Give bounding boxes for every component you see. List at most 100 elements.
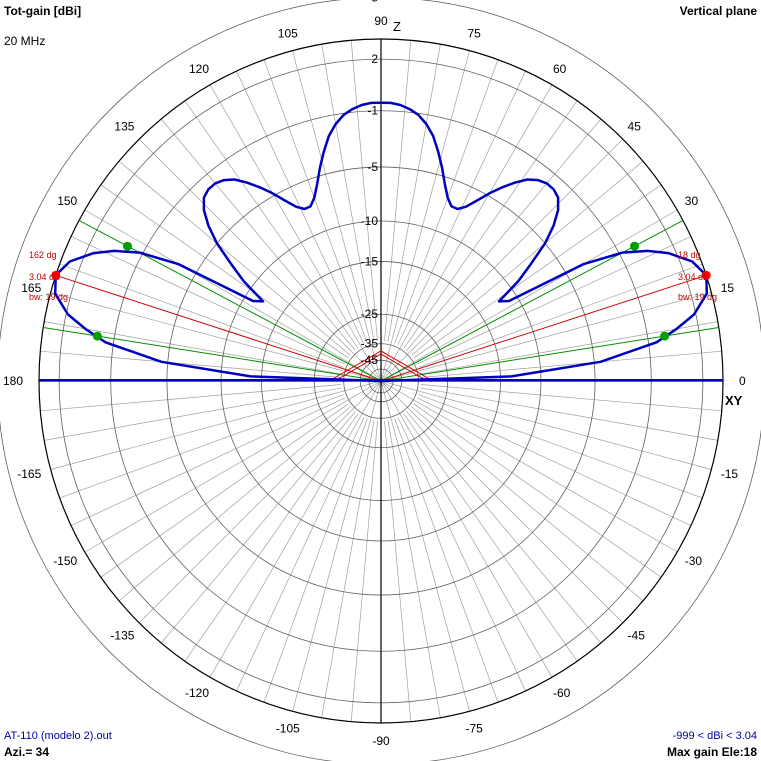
grid-spoke: [40, 384, 342, 412]
grid-spoke: [380, 138, 624, 382]
grid-spoke: [403, 100, 578, 349]
grid-spoke: [380, 84, 553, 382]
grid-spoke: [292, 50, 382, 382]
angle-tick-label: -150: [53, 554, 77, 568]
radial-tick-label: -15: [361, 254, 379, 268]
grid-spoke: [406, 411, 602, 644]
grid-spoke: [100, 403, 349, 578]
grid-spoke: [44, 321, 342, 375]
angle-tick-label: -165: [17, 467, 41, 481]
angle-tick-label: -75: [466, 722, 484, 736]
grid-spoke: [380, 292, 712, 382]
grid-spoke: [263, 59, 368, 344]
annotation-left: bw: 19 dg: [29, 292, 68, 302]
grid-spoke: [138, 138, 382, 382]
grid-spoke: [380, 50, 470, 382]
radial-tick-label: 5: [371, 0, 378, 5]
annotations: 18 dg 3.04 dB bw: 19 dg 162 dg 3.04 dB bw: 19…: [29, 250, 717, 302]
radial-tick-label: -5: [367, 160, 378, 174]
angle-tick-label: 105: [278, 26, 298, 40]
grid-spoke: [59, 263, 344, 368]
grid-spoke: [417, 397, 692, 526]
center-trace: [334, 353, 428, 382]
grid-spoke: [380, 380, 712, 470]
grid-spoke: [413, 403, 662, 578]
angle-tick-label: 45: [628, 119, 642, 133]
angle-tick-label: 0: [739, 374, 746, 388]
grid-spoke: [138, 380, 382, 624]
grid-spoke: [406, 118, 602, 351]
grid-spoke: [384, 420, 412, 722]
half-power-marker: [122, 241, 132, 251]
grid-spoke: [417, 236, 692, 365]
plane-label: Vertical plane: [679, 4, 757, 18]
radial-tick-label: -35: [361, 337, 379, 351]
angle-tick-label: 165: [21, 281, 41, 295]
grid-spoke: [160, 118, 356, 351]
grid-spoke: [84, 380, 382, 553]
grid-spoke: [387, 420, 441, 718]
center-trace: [328, 350, 434, 382]
grid-spoke: [380, 380, 553, 678]
grid-spoke: [413, 184, 662, 359]
grid-spoke: [380, 380, 624, 624]
half-power-marker: [92, 331, 102, 341]
annotation-right: 3.04 dB: [678, 272, 709, 282]
annotation-right: bw: 19 dg: [678, 292, 717, 302]
half-power-marker: [630, 241, 640, 251]
max-gain-line: [55, 274, 382, 382]
grid-spoke: [394, 59, 499, 344]
angle-tick-label: -15: [721, 467, 739, 481]
angle-tick-label: 75: [467, 26, 481, 40]
radial-tick-label: -25: [361, 307, 379, 321]
grid-spoke: [50, 380, 382, 470]
angle-tick-label: 180: [3, 374, 23, 388]
angle-tick-label: -60: [553, 686, 571, 700]
grid-spoke: [209, 380, 382, 678]
grid-spoke: [387, 44, 441, 342]
grid-spoke: [50, 292, 382, 382]
angle-tick-label: -45: [628, 629, 646, 643]
grid-spoke: [44, 387, 342, 441]
grid-spoke: [40, 350, 342, 378]
gain-pattern: [39, 101, 723, 383]
max-gain-marker: [701, 270, 711, 280]
angle-tick-label: 150: [57, 194, 77, 208]
grid-spoke: [418, 394, 703, 499]
grid-spoke: [420, 384, 722, 412]
grid-spoke: [292, 380, 382, 712]
grid-spoke: [380, 209, 678, 382]
grid-spoke: [118, 406, 351, 602]
max-gain-line: [380, 274, 707, 382]
grid-spoke: [397, 417, 526, 692]
angle-tick-label: 15: [721, 281, 735, 295]
max-gain-marker: [51, 270, 61, 280]
z-axis-label: Z: [393, 19, 401, 34]
angle-tick-label: -90: [372, 734, 390, 748]
annotation-right: 18 dg: [678, 250, 701, 260]
angle-tick-label: -30: [685, 554, 703, 568]
angle-tick-label: 120: [189, 62, 209, 76]
pattern-markers: [51, 241, 711, 341]
angle-tick-label: -135: [110, 629, 134, 643]
grid-spoke: [411, 160, 644, 356]
grid-spoke: [394, 418, 499, 703]
angle-tick-label: 135: [114, 119, 134, 133]
radial-tick-label: -10: [361, 214, 379, 228]
grid-spoke: [380, 380, 470, 712]
angle-tick-label: 90: [374, 14, 388, 28]
grid-spoke: [350, 40, 378, 342]
grid-spoke: [420, 387, 718, 441]
grid-spoke: [118, 160, 351, 356]
radial-tick-label: -45: [361, 353, 379, 367]
pattern-trace: [53, 101, 709, 383]
grid-spoke: [236, 417, 365, 692]
grid-spoke: [184, 413, 359, 662]
grid-spoke: [420, 350, 722, 378]
annotation-left: 3.04 dB: [29, 272, 60, 282]
filename-label: AT-110 (modelo 2).out: [4, 730, 112, 742]
grid-spoke: [403, 413, 578, 662]
angle-tick-label: 30: [685, 194, 699, 208]
grid-spoke: [59, 394, 344, 499]
